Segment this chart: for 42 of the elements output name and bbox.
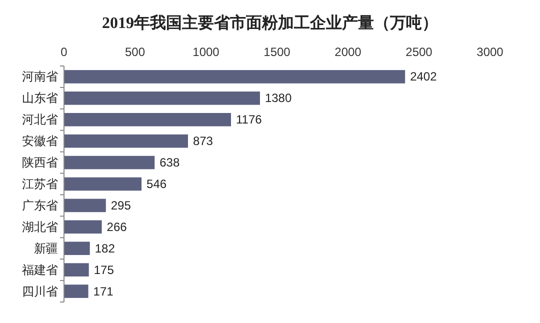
bar [64,156,155,170]
x-tick-label: 2000 [334,45,362,59]
y-tick-label: 福建省 [22,262,58,277]
x-tick-label: 2500 [406,45,433,59]
y-tick-label: 湖北省 [22,220,58,234]
data-label: 171 [93,284,114,298]
bar [64,242,90,256]
bar [64,220,102,234]
data-label: 1176 [236,112,262,127]
bar [64,198,106,212]
chart-title: 2019年我国主要省市面粉加工企业产量（万吨） [102,13,438,32]
x-tick-label: 1000 [192,45,220,59]
x-tick-label: 3000 [476,45,504,59]
plot: 0 500 1000 1500 2000 2500 3000 2402 1380 1176 873 638 546 295 266 182 175 171 河南省 山东省 河北省 安徽省 陕西省 江苏省 广东省 湖北省 新疆 福建省 四川省 [22,45,504,302]
y-tick-label: 陕西省 [22,156,58,170]
bar [64,92,260,105]
bar [64,70,406,84]
bar [64,112,231,126]
data-label: 546 [146,177,167,191]
x-tick-label: 0 [60,45,68,59]
data-label: 295 [110,198,132,212]
data-label: 1380 [264,91,292,106]
data-label: 873 [192,134,214,148]
y-tick-label: 新疆 [34,241,58,256]
y-tick-label: 安徽省 [22,134,58,148]
data-label: 266 [106,220,128,234]
y-tick-label: 山东省 [22,91,58,106]
y-tick-label: 四川省 [22,284,58,298]
x-tick-label: 500 [124,45,146,59]
data-label: 2402 [410,70,438,84]
bar [64,263,89,276]
bar [64,177,142,191]
x-tick-label: 1500 [264,45,291,59]
data-label: 182 [94,241,116,256]
y-tick-label: 河北省 [22,112,58,127]
bar [64,134,188,148]
data-label: 175 [94,262,114,277]
y-tick-label: 广东省 [22,198,58,212]
y-tick-label: 河南省 [22,70,58,84]
bar [64,284,88,298]
data-label: 638 [160,156,180,170]
y-tick-label: 江苏省 [22,177,58,191]
